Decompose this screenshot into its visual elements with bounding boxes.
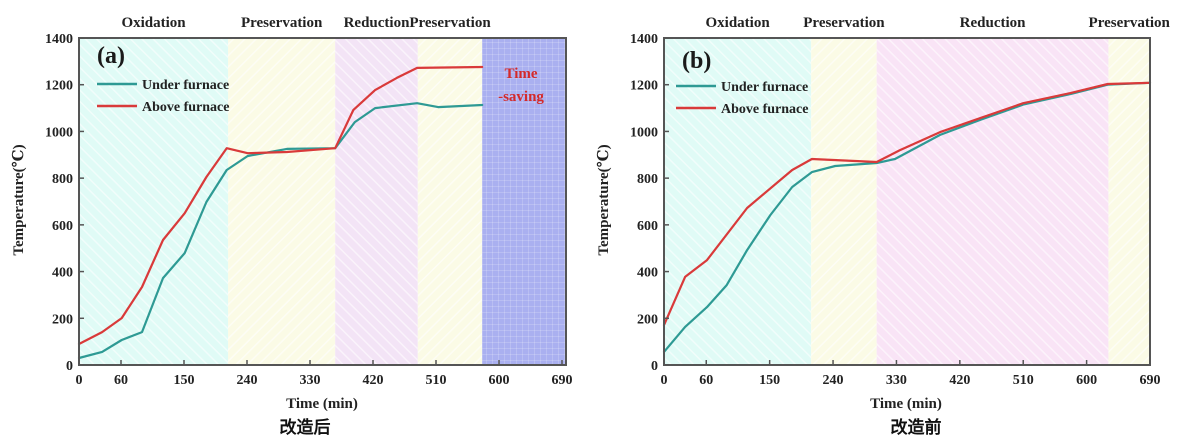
y-tick-label: 1200 [630,79,658,94]
x-tick-label: 150 [174,373,195,388]
y-tick-label: 1000 [630,125,658,140]
phase-label-b-2: Reduction [960,15,1026,31]
y-tick-label: 1400 [45,32,73,47]
x-tick-label: 150 [759,373,780,388]
y-tick-label: 1200 [45,79,73,94]
x-tick-label: 510 [1013,373,1034,388]
x-tick-label: 420 [949,373,970,388]
x-axis-label-b: Time (min) [870,396,942,412]
x-axis-label-a: Time (min) [286,396,358,412]
phase-hatch-a-0 [79,38,229,365]
legend-label-under-b: Under furnace [721,80,808,95]
y-axis-label-b: Temperature(℃) [596,144,612,255]
y-tick-label: 400 [637,266,658,281]
phase-label-a-1: Preservation [241,15,323,31]
phase-label-b-0: Oxidation [706,15,771,31]
phase-hatch-a-4 [482,38,566,365]
plot-frame-a [78,37,567,366]
y-ticks-b: 0 200 400 600 800 1000 1200 1400 [630,32,669,374]
y-tick-label: 1000 [45,125,73,140]
phase-label-a-3: Preservation [409,15,491,31]
x-tick-label: 0 [76,373,83,388]
x-ticks-b: 0 60 150 240 330 420 510 600 690 [661,360,1161,388]
legend-b: Under furnace Above furnace [676,80,809,117]
x-tick-label: 600 [489,373,510,388]
y-tick-label: 200 [52,312,73,327]
y-tick-label: 800 [52,172,73,187]
x-tick-label: 420 [363,373,384,388]
series-lines-a [77,65,484,360]
series-line-above-furnace-b [662,81,1152,327]
phase-labels-b: Oxidation Preservation Reduction Preservati… [706,15,1171,31]
x-tick-label: 600 [1076,373,1097,388]
x-tick-label: 240 [237,373,258,388]
phase-hatch-b-3 [1108,38,1150,365]
series-lines-b [662,81,1152,353]
panel-label-a: (a) [97,43,125,69]
phase-label-b-3: Preservation [1089,15,1171,31]
phase-hatch-a-3 [417,38,483,365]
x-tick-label: 60 [114,373,128,388]
phase-labels-a: Oxidation Preservation Reduction Preservati… [121,15,491,31]
y-tick-label: 0 [66,359,73,374]
series-line-under-furnace-a [77,102,484,360]
phase-hatch-a-2 [335,38,418,365]
annotation-time-saving-line1: Time [504,66,537,82]
phase-label-a-0: Oxidation [121,15,186,31]
x-tick-label: 690 [552,373,573,388]
x-tick-label: 510 [426,373,447,388]
x-tick-label: 0 [661,373,668,388]
legend-a: Under furnace Above furnace [97,78,230,115]
chart-a: Oxidation Preservation Reduction Preservati… [11,15,573,438]
y-tick-label: 1400 [630,32,658,47]
x-tick-label: 240 [823,373,844,388]
y-ticks-a: 0 200 400 600 800 1000 1200 1400 [45,32,84,374]
y-tick-label: 600 [637,219,658,234]
phase-label-b-1: Preservation [803,15,885,31]
y-tick-label: 400 [52,266,73,281]
caption-b: 改造前 [891,417,942,438]
plot-frame-b [663,37,1151,366]
legend-label-above-a: Above furnace [142,100,230,115]
y-tick-label: 0 [651,359,658,374]
series-line-under-furnace-b [662,81,1152,353]
legend-label-above-b: Above furnace [721,102,809,117]
y-tick-label: 800 [637,172,658,187]
chart-b: Oxidation Preservation Reduction Preservati… [596,15,1171,438]
phase-hatch-a-1 [228,38,336,365]
phase-hatch-b-0 [664,38,812,365]
y-tick-label: 200 [637,312,658,327]
x-ticks-a: 0 60 150 240 330 420 510 600 690 [76,360,573,388]
legend-label-under-a: Under furnace [142,78,229,93]
phase-hatch-b-1 [811,38,877,365]
y-tick-label: 600 [52,219,73,234]
x-tick-label: 60 [699,373,713,388]
y-axis-label-a: Temperature(℃) [11,144,27,255]
phase-label-a-2: Reduction [344,15,410,31]
phase-regions-a [79,38,566,365]
x-tick-label: 330 [300,373,321,388]
phase-hatch-b-2 [876,38,1109,365]
caption-a: 改造后 [280,417,331,438]
x-tick-label: 330 [886,373,907,388]
panel-label-b: (b) [682,48,711,74]
series-line-above-furnace-a [77,65,484,346]
x-tick-label: 690 [1140,373,1161,388]
annotation-time-saving-line2: -saving [498,89,544,105]
